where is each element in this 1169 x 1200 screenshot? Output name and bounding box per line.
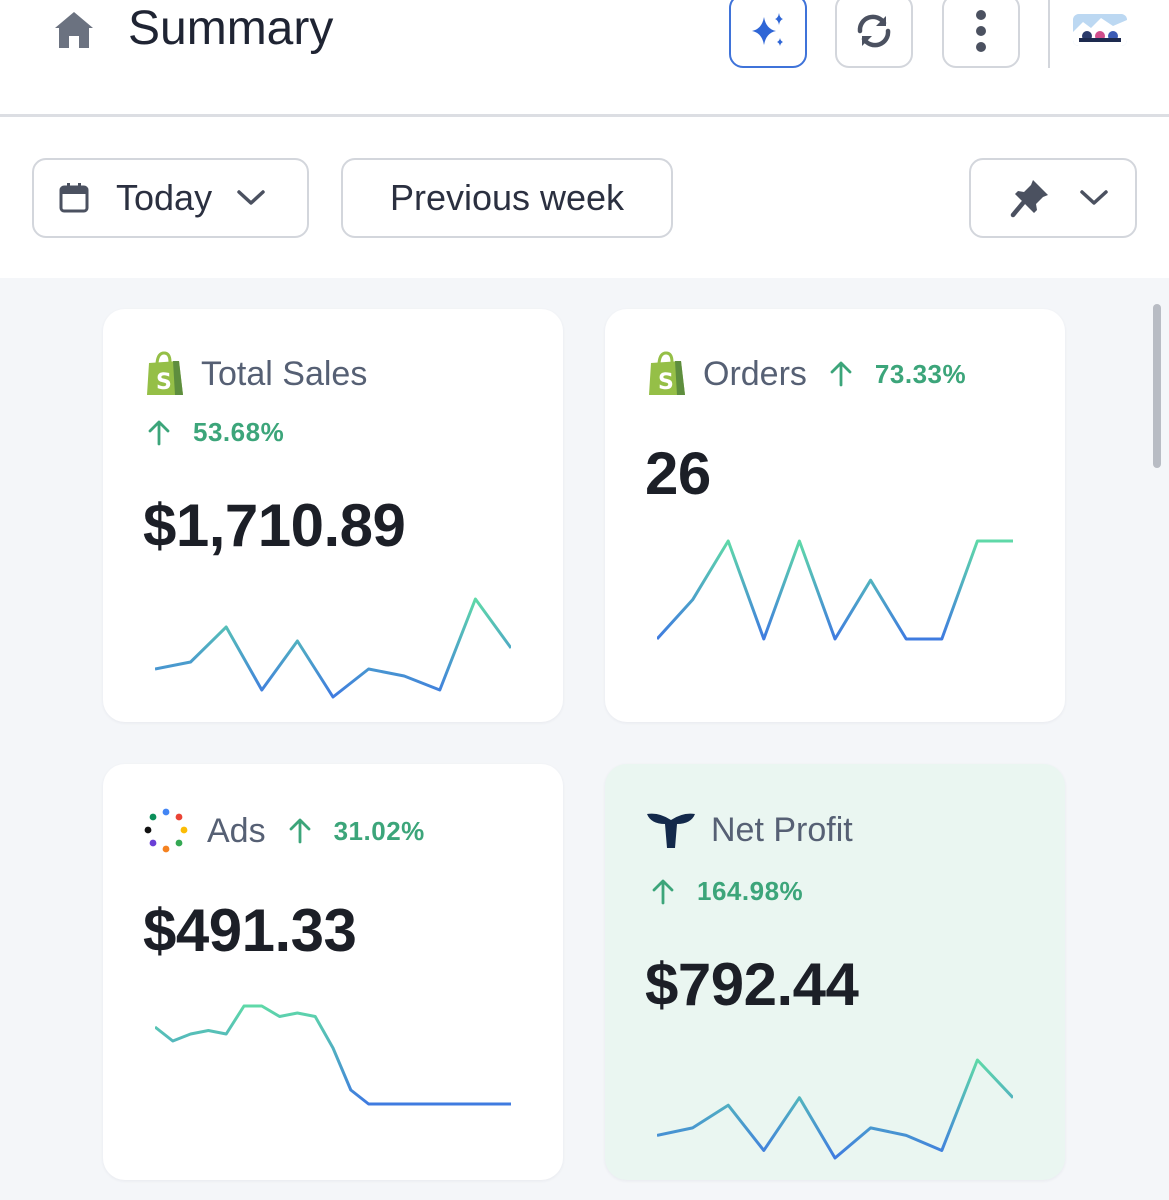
- net-profit-card[interactable]: Net Profit 164.98% $792.44: [605, 764, 1065, 1180]
- top-bar: Summary: [0, 0, 1169, 117]
- svg-text:S: S: [658, 370, 674, 395]
- sparkline-series: [155, 1004, 511, 1106]
- sparkline-series: [155, 597, 511, 699]
- date-range-label: Today: [116, 177, 213, 218]
- ads-card[interactable]: Ads 31.02% $491.33: [103, 764, 563, 1180]
- card-value: $792.44: [645, 951, 859, 1018]
- triple-whale-icon: [647, 813, 695, 848]
- shopify-icon: S: [649, 351, 685, 395]
- change-percent: 53.68%: [193, 417, 285, 447]
- arrow-up-icon: [289, 818, 310, 844]
- compare-period-label: Previous week: [389, 177, 625, 218]
- change-indicator: 164.98%: [651, 876, 803, 907]
- card-header: S Total Sales: [143, 351, 367, 397]
- date-range-dropdown[interactable]: Today: [32, 158, 309, 238]
- card-title: Total Sales: [201, 354, 368, 393]
- scrollbar[interactable]: [1153, 304, 1161, 468]
- pin-dropdown[interactable]: [969, 158, 1137, 238]
- arrow-up-icon: [652, 879, 674, 904]
- svg-text:S: S: [156, 370, 172, 395]
- refresh-icon: [857, 14, 891, 48]
- home-icon[interactable]: [52, 8, 96, 52]
- sparkline-series: [657, 1058, 1013, 1160]
- card-header: S Orders 73.33%: [645, 351, 966, 397]
- change-percent: 31.02%: [333, 815, 425, 846]
- card-value: 26: [645, 440, 711, 507]
- total-sales-card[interactable]: S Total Sales 53.68% $1,710.89: [103, 309, 563, 722]
- card-title: Ads: [207, 811, 266, 850]
- calendar-icon: [59, 183, 89, 213]
- card-value: $491.33: [143, 897, 357, 964]
- avatar[interactable]: [1073, 14, 1127, 46]
- sparkline: [155, 597, 511, 699]
- chevron-down-icon: [1080, 190, 1108, 205]
- pin-icon: [1010, 180, 1048, 218]
- change-percent: 73.33%: [874, 358, 967, 389]
- chevron-down-icon: [237, 190, 265, 205]
- card-title: Net Profit: [711, 810, 853, 849]
- filter-bar: Today Previous week: [0, 120, 1169, 278]
- sparkline-series: [657, 539, 1013, 641]
- more-vertical-icon: [976, 10, 986, 52]
- ai-assistant-button[interactable]: [729, 0, 807, 68]
- shopify-icon: S: [147, 351, 183, 395]
- compare-period-button[interactable]: Previous week: [341, 158, 673, 238]
- divider: [1048, 0, 1050, 68]
- sparkle-icon: [752, 13, 783, 46]
- arrow-up-icon: [148, 420, 170, 445]
- sparkline: [657, 539, 1013, 641]
- refresh-button[interactable]: [835, 0, 913, 68]
- change-indicator: 31.02%: [288, 816, 425, 847]
- page-title: Summary: [128, 2, 334, 55]
- card-header: Ads 31.02%: [143, 808, 425, 854]
- change-indicator: 53.68%: [147, 417, 284, 448]
- change-indicator: 73.33%: [829, 359, 966, 390]
- card-title: Orders: [703, 354, 807, 393]
- more-options-button[interactable]: [942, 0, 1020, 68]
- card-header: Net Profit: [645, 810, 853, 850]
- sparkline: [155, 1004, 511, 1106]
- change-percent: 164.98%: [697, 876, 804, 906]
- sparkline: [657, 1058, 1013, 1160]
- card-value: $1,710.89: [143, 492, 406, 559]
- ads-dots-icon: [144, 808, 188, 853]
- orders-card[interactable]: S Orders 73.33% 26: [605, 309, 1065, 722]
- arrow-up-icon: [830, 361, 852, 387]
